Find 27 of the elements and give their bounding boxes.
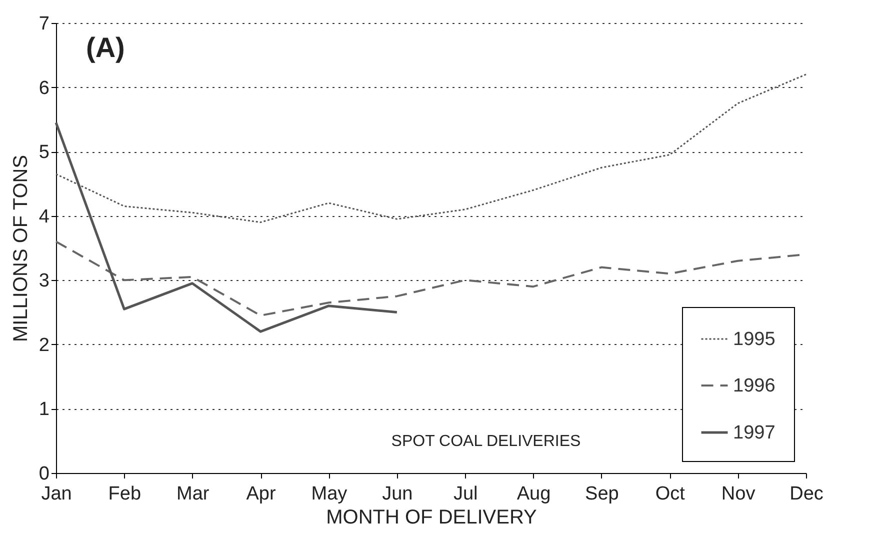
x-tick-label: Nov (721, 484, 756, 504)
x-tick-label: May (311, 484, 348, 504)
x-axis-title: MONTH OF DELIVERY (326, 506, 537, 528)
x-tick-label: Oct (655, 484, 686, 504)
y-tick-label: 3 (38, 270, 50, 292)
legend-label: 1995 (733, 329, 776, 350)
x-tick-label: Sep (585, 484, 619, 504)
y-tick-label: 4 (38, 206, 50, 228)
x-tick-label: Apr (246, 484, 276, 504)
annotation: SPOT COAL DELIVERIES (391, 433, 581, 450)
y-tick-label: 1 (38, 399, 50, 420)
x-tick-label: Jan (41, 484, 72, 504)
x-tick-label: Aug (516, 484, 551, 504)
x-tick-label: Feb (108, 484, 142, 504)
x-tick-label: Mar (176, 484, 210, 504)
y-tick-label: 5 (38, 142, 50, 164)
x-tick-label: Jun (382, 484, 413, 504)
y-tick-label: 0 (38, 464, 50, 484)
legend-label: 1996 (733, 376, 776, 396)
chart-title: (A) (86, 32, 125, 63)
legend-label: 1997 (733, 422, 776, 444)
y-axis-title: MILLIONS OF TONS (10, 154, 32, 342)
y-tick-label: 2 (38, 334, 50, 356)
x-tick-label: Dec (790, 484, 824, 504)
x-tick-label: Jul (453, 484, 478, 504)
y-tick-label: 7 (38, 14, 50, 34)
y-tick-label: 6 (38, 78, 50, 99)
